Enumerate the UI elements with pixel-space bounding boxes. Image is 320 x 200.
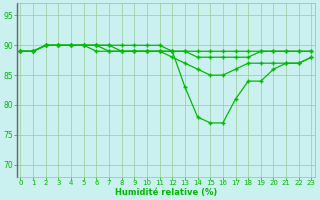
- X-axis label: Humidité relative (%): Humidité relative (%): [115, 188, 217, 197]
